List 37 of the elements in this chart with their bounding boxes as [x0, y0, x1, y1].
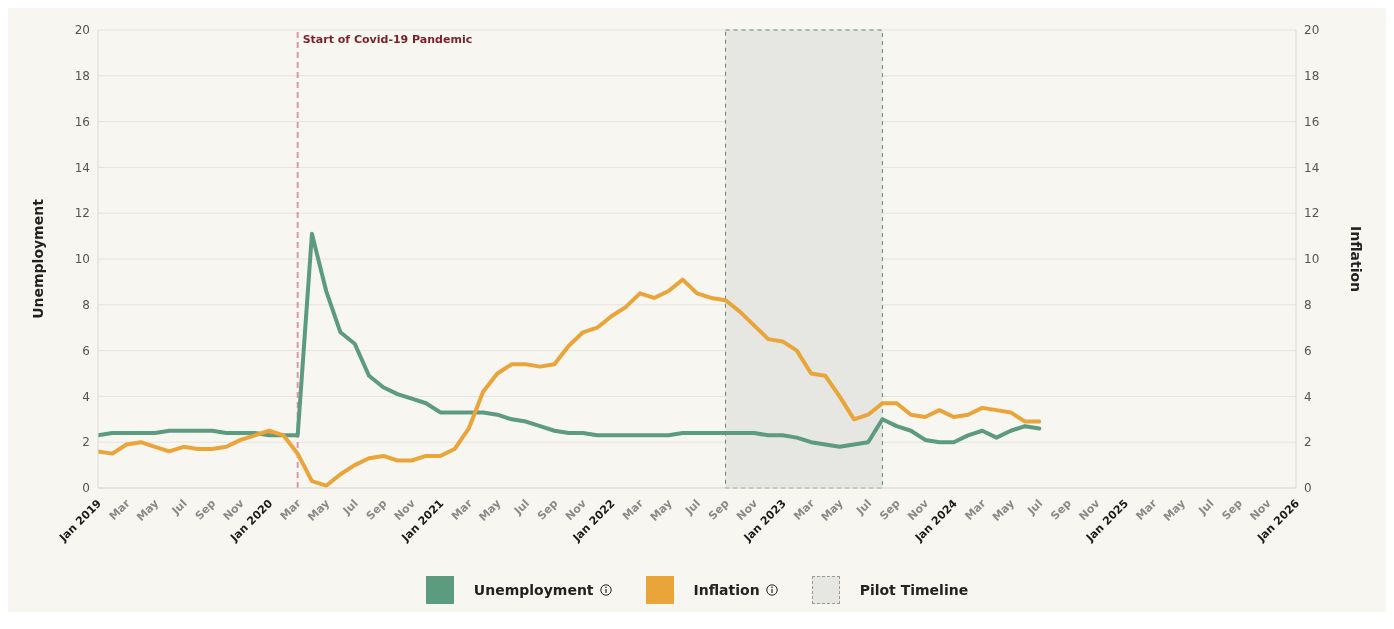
- y2-tick-label: 16: [1304, 114, 1320, 129]
- x-tick-label: Jul: [339, 496, 361, 518]
- x-tick-label: Jul: [1195, 496, 1217, 518]
- y-tick-label: 20: [74, 23, 90, 38]
- legend-label: Inflation: [693, 582, 760, 598]
- x-tick-label: Jul: [1024, 496, 1046, 518]
- line-series: [98, 231, 1042, 449]
- line-series: [98, 277, 1042, 488]
- x-tick-label: Jul: [168, 496, 190, 518]
- ref-line-label: Start of Covid-19 Pandemic: [302, 32, 473, 46]
- y-tick-label: 0: [82, 481, 90, 496]
- legend-label: Pilot Timeline: [859, 582, 969, 598]
- y2-tick-label: 12: [1304, 206, 1320, 221]
- x-tick-label: Jul: [510, 496, 532, 518]
- y2-tick-label: 14: [1304, 160, 1320, 175]
- x-tick-label: Jul: [682, 496, 704, 518]
- y-tick-label: 12: [74, 206, 90, 221]
- y2-tick-label: 8: [1304, 298, 1312, 313]
- legend-label: Unemployment: [473, 582, 594, 598]
- y-tick-label: 8: [82, 298, 90, 313]
- y2-tick-label: 2: [1304, 435, 1312, 450]
- y-axis-title: Unemployment: [29, 198, 46, 319]
- x-tick-label: Jul: [853, 496, 875, 518]
- y-tick-label: 14: [74, 160, 90, 175]
- y2-tick-label: 0: [1304, 481, 1312, 496]
- y-tick-label: 18: [74, 69, 90, 84]
- y2-tick-label: 20: [1304, 23, 1320, 38]
- y-tick-label: 16: [74, 114, 90, 129]
- y-tick-label: 2: [82, 435, 90, 450]
- y2-tick-label: 6: [1304, 343, 1312, 358]
- y2-tick-label: 18: [1304, 69, 1320, 84]
- y-tick-label: 10: [74, 252, 90, 267]
- y2-tick-label: 4: [1304, 389, 1312, 404]
- y2-tick-label: 10: [1304, 252, 1320, 267]
- y-tick-label: 4: [82, 389, 90, 404]
- y-tick-label: 6: [82, 343, 90, 358]
- y2-axis-title: Inflation: [1348, 225, 1365, 293]
